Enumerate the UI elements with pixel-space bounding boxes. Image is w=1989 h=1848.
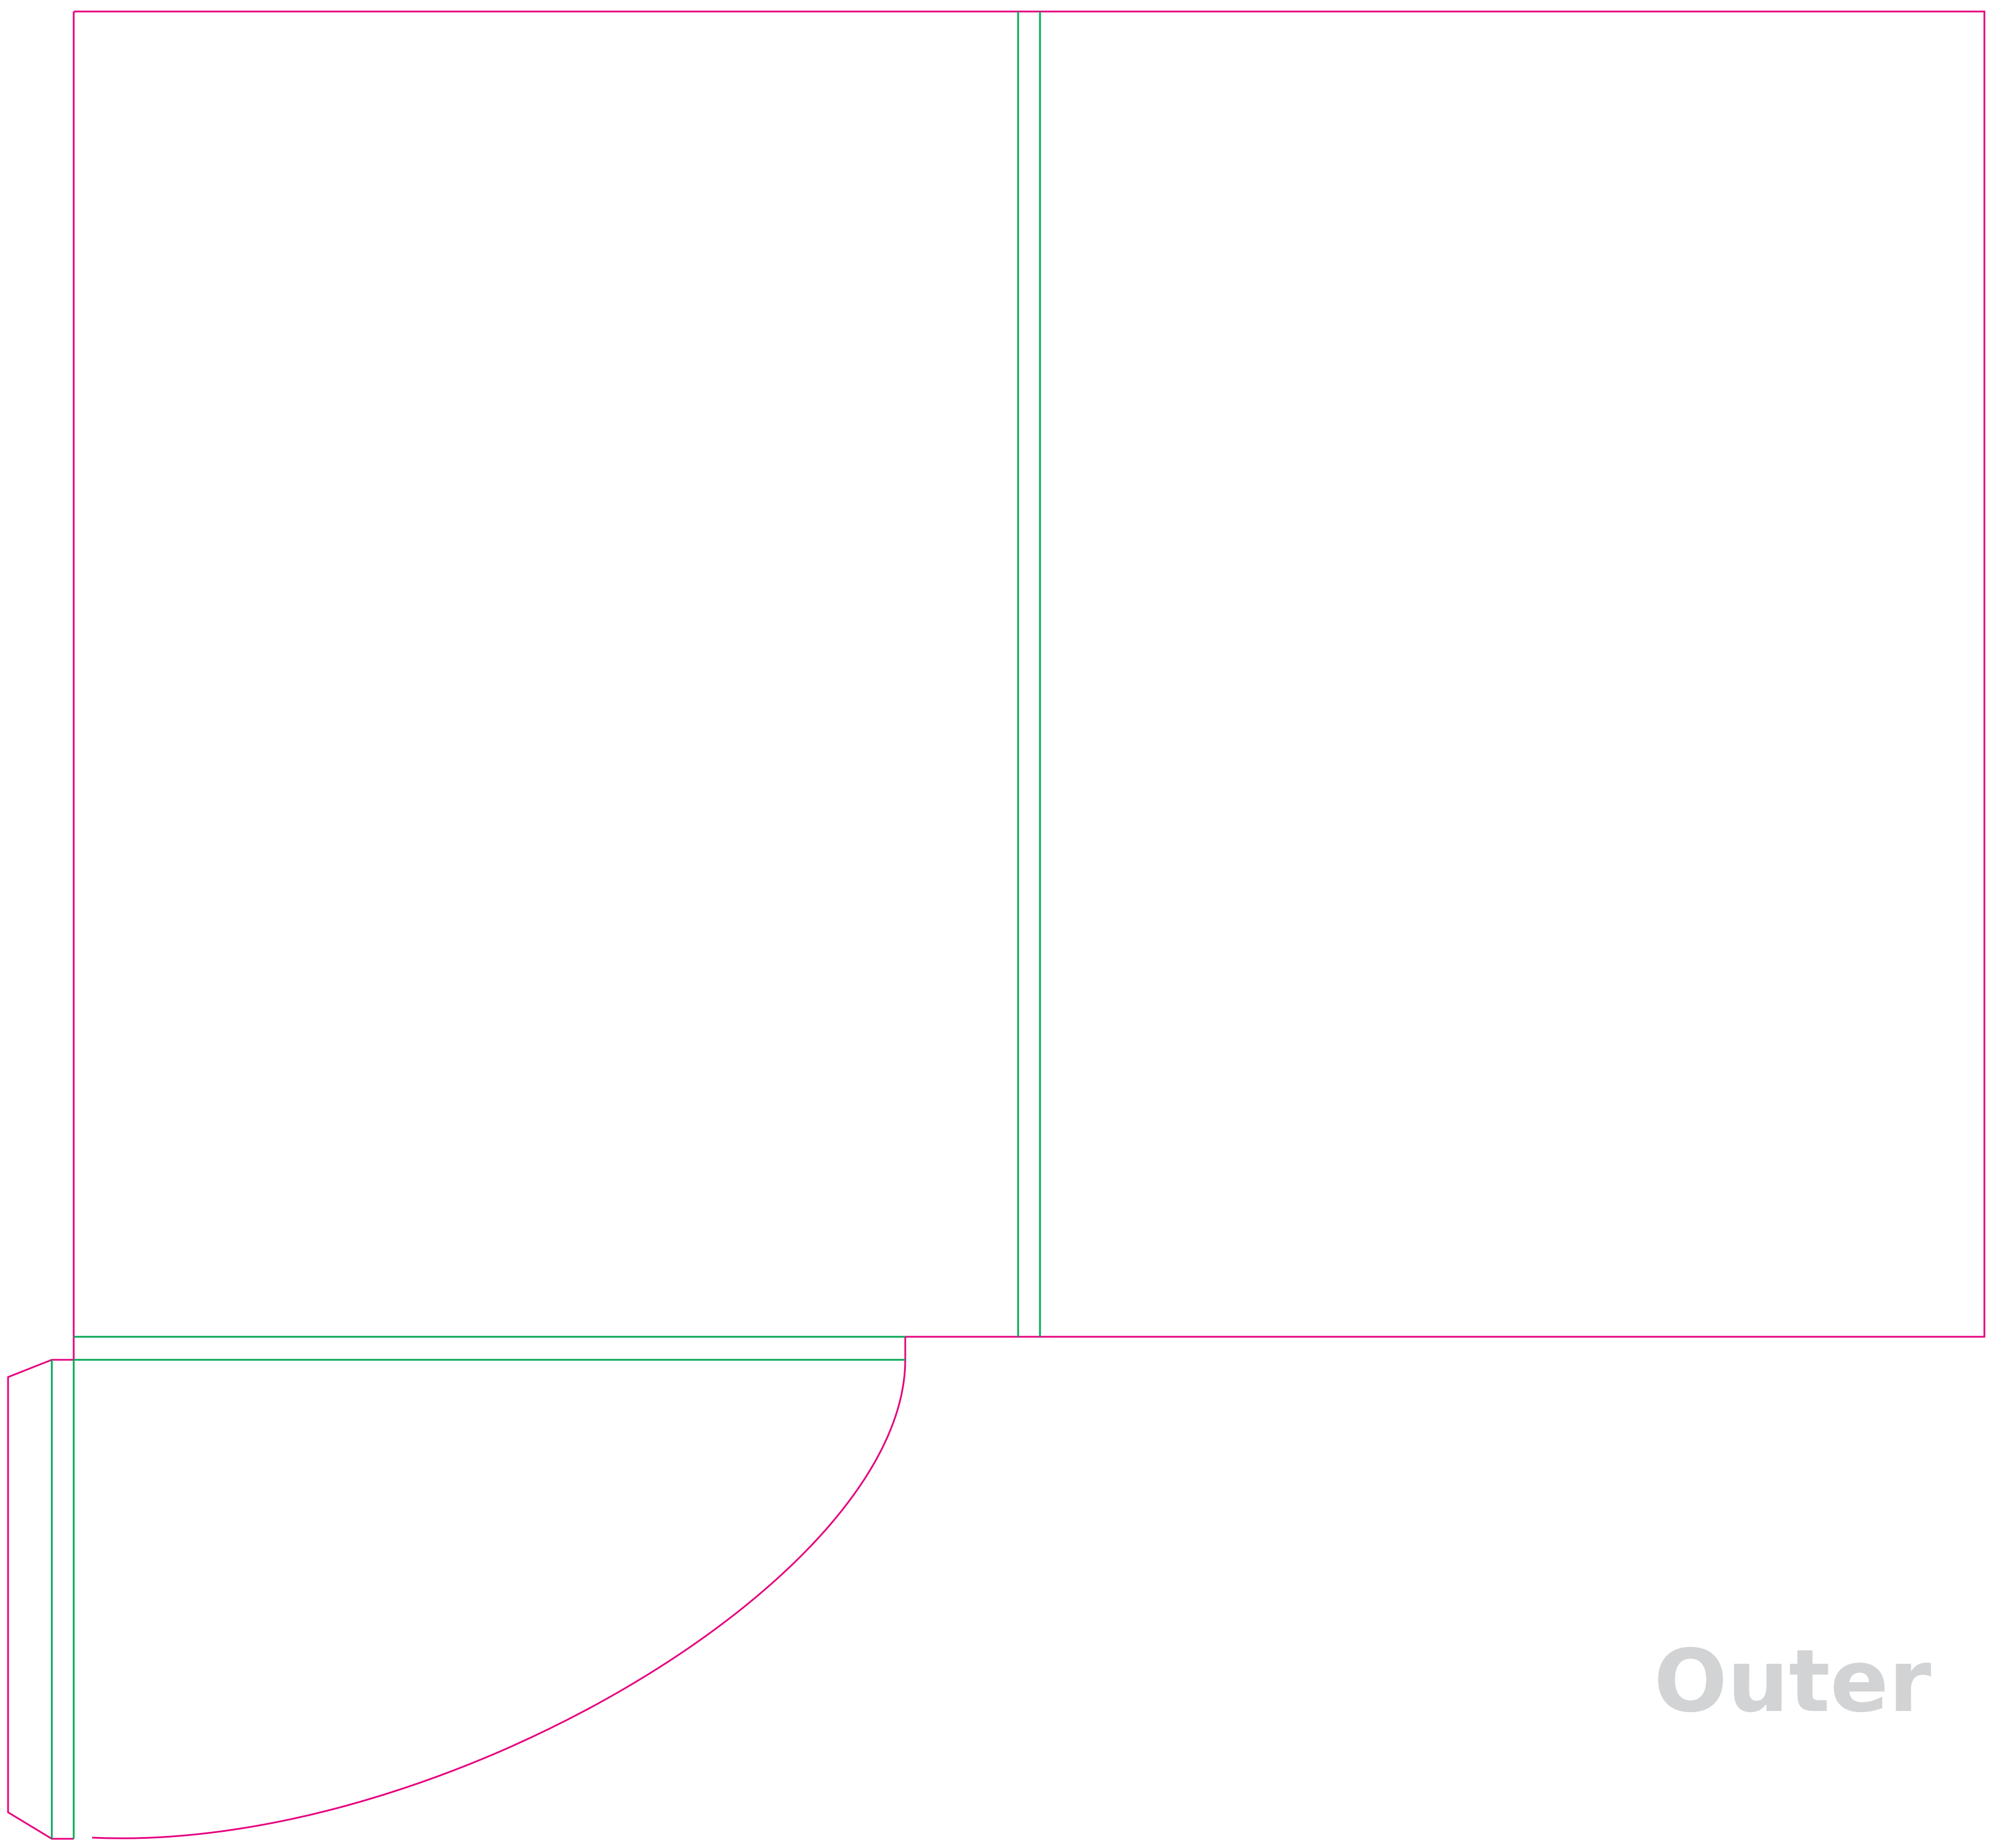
folder-body-cut-line (73, 10, 1986, 1360)
side-label: Outer (1654, 1632, 1931, 1732)
glue-tab-cut-line (7, 1359, 74, 1840)
fold-lines (51, 12, 1041, 1839)
pocket-curve-cut-line (92, 1337, 906, 1839)
cut-lines (7, 10, 1986, 1840)
